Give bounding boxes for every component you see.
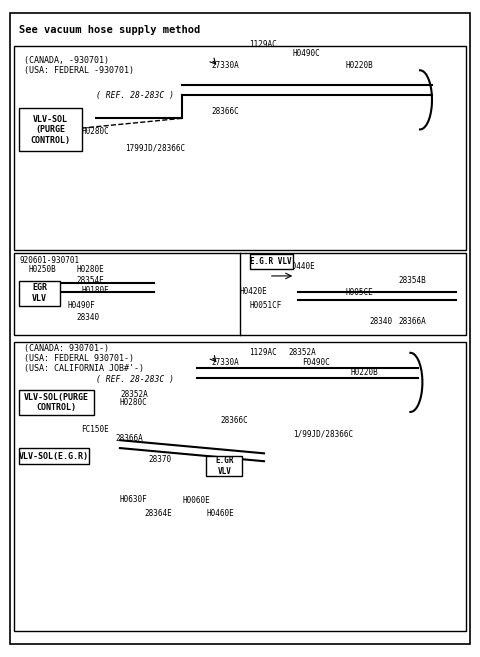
Text: H0220B: H0220B [350, 368, 378, 377]
Bar [19, 448, 89, 464]
Text: H005CE: H005CE [346, 288, 373, 297]
Text: 1/99JD/28366C: 1/99JD/28366C [293, 429, 353, 438]
Text: 28364E: 28364E [144, 509, 172, 518]
Text: 27330A: 27330A [211, 61, 239, 70]
Bar [14, 253, 466, 335]
Bar [14, 342, 466, 631]
Text: H0051CF: H0051CF [250, 301, 282, 310]
Text: 28354B: 28354B [398, 276, 426, 285]
Text: H0630F: H0630F [120, 495, 148, 504]
Text: 28366C: 28366C [211, 107, 239, 116]
Text: VLV-SOL(PURGE
CONTROL): VLV-SOL(PURGE CONTROL) [24, 393, 89, 413]
Text: H0420E: H0420E [240, 286, 268, 296]
Bar [19, 390, 94, 415]
Text: 28340: 28340 [77, 313, 100, 322]
Text: See vacuum hose supply method: See vacuum hose supply method [19, 24, 201, 35]
Text: 28352A: 28352A [288, 348, 316, 357]
Text: 28354E: 28354E [77, 276, 105, 285]
Text: 1129AC: 1129AC [250, 348, 277, 357]
Text: H0250B: H0250B [29, 265, 57, 274]
Text: VLV-SOL
(PURGE
CONTROL): VLV-SOL (PURGE CONTROL) [30, 115, 71, 145]
Text: E.GR
VLV: E.GR VLV [215, 456, 234, 476]
Text: 1799JD/28366C: 1799JD/28366C [125, 143, 185, 152]
Bar [206, 456, 242, 476]
Text: H0280C: H0280C [82, 127, 109, 136]
Text: 28366C: 28366C [221, 416, 249, 425]
Text: H0490C: H0490C [293, 49, 321, 58]
Text: 28366A: 28366A [115, 434, 143, 443]
Bar [250, 254, 293, 269]
Text: 28366A: 28366A [398, 317, 426, 327]
Text: 920601-930701: 920601-930701 [19, 256, 79, 265]
Text: H0460E: H0460E [206, 509, 234, 518]
Text: H0180E: H0180E [82, 286, 109, 295]
Text: H0280E: H0280E [77, 265, 105, 274]
Bar [14, 46, 466, 250]
Text: -920601: -920601 [250, 256, 282, 265]
Text: H0280C: H0280C [120, 397, 148, 407]
Text: ( REF. 28-283C ): ( REF. 28-283C ) [96, 91, 174, 100]
Text: H0490F: H0490F [67, 301, 95, 310]
Text: ( REF. 28-283C ): ( REF. 28-283C ) [96, 375, 174, 384]
Text: 28352A: 28352A [120, 390, 148, 399]
Text: H0220B: H0220B [346, 61, 373, 70]
Text: H0060E: H0060E [182, 496, 210, 505]
Text: F0490C: F0490C [302, 358, 330, 367]
Text: E.G.R VLV: E.G.R VLV [251, 257, 292, 266]
Text: (CANADA, -930701)
(USA: FEDERAL -930701): (CANADA, -930701) (USA: FEDERAL -930701) [24, 56, 134, 76]
Text: 28340: 28340 [370, 317, 393, 327]
Bar [19, 108, 82, 151]
Text: 28370: 28370 [149, 455, 172, 464]
Text: VLV-SOL(E.G.R): VLV-SOL(E.G.R) [19, 452, 89, 461]
Bar [19, 281, 60, 306]
Text: FC150E: FC150E [82, 424, 109, 434]
Text: EGR
VLV: EGR VLV [32, 283, 47, 303]
Text: (CANADA: 930701-)
(USA: FEDERAL 930701-)
(USA: CALIFORNIA JOB#'-): (CANADA: 930701-) (USA: FEDERAL 930701-)… [24, 344, 144, 373]
Text: 1129AC: 1129AC [250, 39, 277, 49]
Text: H0440E: H0440E [288, 262, 316, 271]
Text: 27330A: 27330A [211, 358, 239, 367]
